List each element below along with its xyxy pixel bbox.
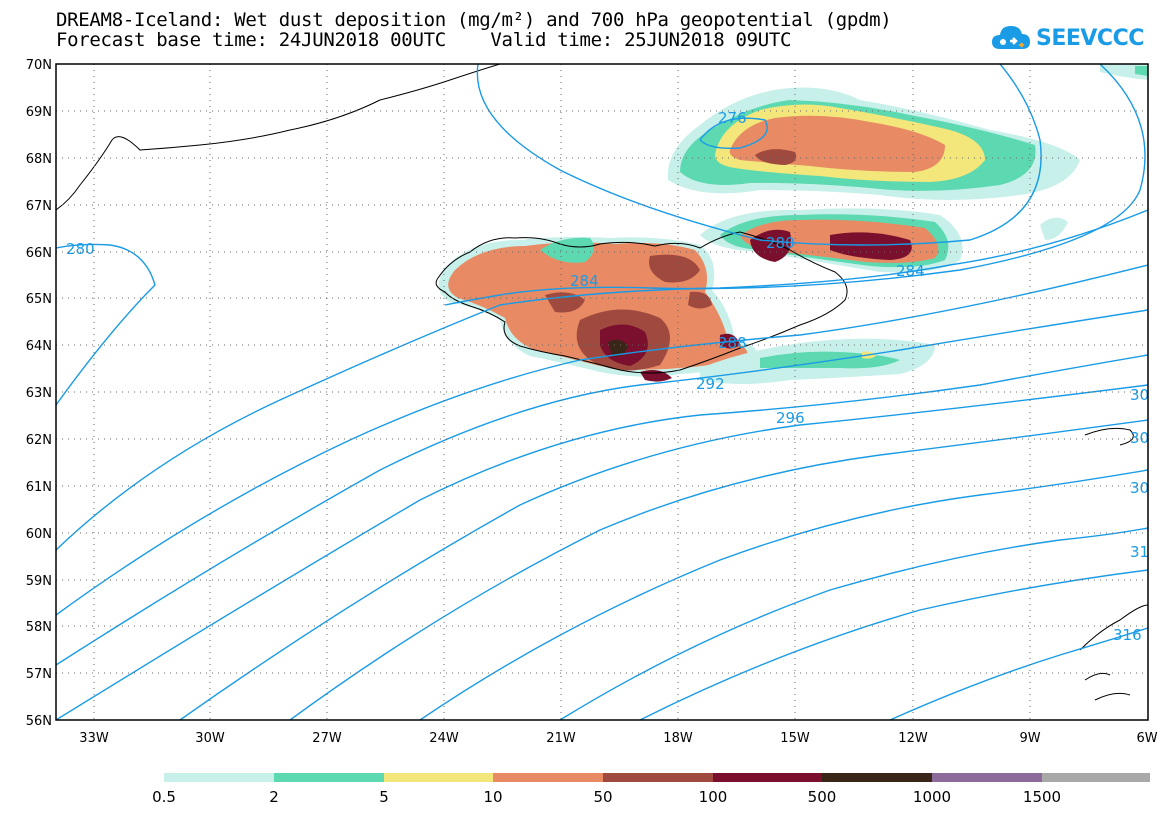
lat-label: 69N [26,105,52,120]
lat-label: 62N [26,433,52,448]
legend-swatch [603,773,713,782]
legend-label: 100 [699,788,728,806]
lon-label: 33W [79,731,109,746]
logo-text: SEEVCCC [1036,25,1144,51]
graticule [56,64,1148,720]
scotland-coast [1079,604,1148,701]
map-frame [55,63,1149,721]
contour-labels: 276 280 280 284 284 288 292 296 30 30 30… [66,109,1149,644]
legend-swatch [1042,773,1150,782]
contour-label: 284 [896,262,925,280]
contour-label: 292 [696,375,725,393]
lon-label: 24W [429,731,459,746]
map-title: DREAM8-Iceland: Wet dust deposition (mg/… [56,9,892,51]
lat-label: 68N [26,152,52,167]
lon-label: 15W [780,731,810,746]
legend-label: 10 [483,788,502,806]
contour-label: 296 [776,409,805,427]
contour-label: 276 [718,109,747,127]
latitude-axis: 70N 69N 68N 67N 66N 65N 64N 63N 62N 61N … [26,58,52,729]
lat-label: 56N [26,714,52,729]
legend-swatch [493,773,603,782]
cloud-icon [992,26,1030,49]
lat-label: 57N [26,667,52,682]
lat-label: 64N [26,339,52,354]
lat-label: 59N [26,574,52,589]
legend-label: 1000 [913,788,951,806]
lon-label: 27W [312,731,342,746]
legend-label: 500 [808,788,837,806]
contour-label: 30 [1130,479,1149,497]
contour-label: 30 [1130,386,1149,404]
title-line-2: Forecast base time: 24JUN2018 00UTC Vali… [56,29,792,51]
lon-label: 6W [1136,731,1157,746]
lat-label: 67N [26,199,52,214]
legend-label: 50 [593,788,612,806]
lat-label: 70N [26,58,52,73]
greenland-coast [56,64,501,211]
contour-label: 284 [570,272,599,290]
coastlines [56,64,1148,701]
lat-label: 63N [26,386,52,401]
lon-label: 18W [663,731,693,746]
seevccc-logo: SEEVCCC [990,18,1144,58]
lon-label: 21W [546,731,576,746]
lat-label: 60N [26,527,52,542]
contour-label: 316 [1113,626,1142,644]
legend-swatch [164,773,274,782]
contour-label: 30 [1130,429,1149,447]
contour-label: 31 [1130,543,1149,561]
lat-label: 58N [26,620,52,635]
dust-deposition-field [438,64,1148,384]
lon-label: 9W [1019,731,1040,746]
faroe-coast [1084,427,1134,446]
legend-label: 2 [269,788,279,806]
lat-label: 65N [26,292,52,307]
title-line-1: DREAM8-Iceland: Wet dust deposition (mg/… [56,9,892,31]
legend-label: 5 [379,788,389,806]
longitude-axis: 33W 30W 27W 24W 21W 18W 15W 12W 9W 6W [79,731,1157,746]
lon-label: 12W [898,731,928,746]
legend-label: 1500 [1023,788,1061,806]
geopotential-contours [56,64,1148,720]
contour-label: 280 [66,240,95,258]
legend-labels: 0.5 2 5 10 50 100 500 1000 1500 [152,788,1061,806]
legend-swatch [822,773,932,782]
legend-swatch [274,773,384,782]
legend-swatch [384,773,493,782]
lat-label: 61N [26,480,52,495]
legend-label: 0.5 [152,788,176,806]
contour-label: 288 [718,334,747,352]
lon-label: 30W [195,731,225,746]
iceland-coast [435,231,848,374]
legend-swatch [932,773,1042,782]
contour-label: 280 [766,234,795,252]
legend-colorbar [164,773,1150,782]
legend-swatch [713,773,822,782]
lat-label: 66N [26,246,52,261]
